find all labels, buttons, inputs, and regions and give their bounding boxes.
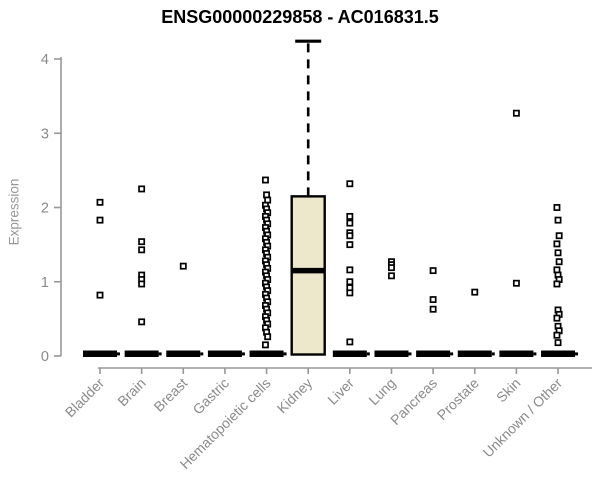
scatter-point [429,296,437,304]
scatter-point [555,258,563,266]
category-label: Brain [114,375,148,409]
zero-bar [332,350,367,357]
scatter-point [555,232,563,240]
scatter-point [346,241,354,249]
scatter-point [346,289,354,297]
zero-bar-median-nub [366,352,370,356]
scatter-point [346,180,354,188]
zero-bar [416,350,451,357]
scatter-point [138,246,146,254]
scatter-point [553,204,561,211]
scatter-point [346,212,354,220]
scatter-point [262,341,269,349]
zero-bar [166,350,201,357]
scatter-point [429,305,437,313]
scatter-point [388,264,395,272]
category-label: Lung [365,375,398,408]
scatter-point [138,185,146,193]
category-label: Skin [493,375,524,406]
zero-bar-median-nub [200,352,204,356]
zero-bar [124,350,159,357]
category-label: Kidney [274,375,316,417]
zero-bar [83,350,117,357]
y-tick-label: 0 [41,349,49,365]
zero-bar-median-nub [283,352,287,356]
scatter-point [346,278,354,286]
zero-bar [249,350,284,357]
scatter-point [96,291,104,299]
category-label: Prostate [434,375,482,423]
scatter-point [512,109,520,117]
zero-bar [457,350,492,357]
scatter-point [346,266,354,274]
y-tick-label: 4 [41,52,49,68]
scatter-point [264,333,272,341]
zero-bar-median-nub [117,352,120,356]
zero-bar-median-nub [408,352,412,356]
zero-bar-median-nub [158,352,162,356]
scatter-point [179,262,187,270]
zero-bar-median-nub [533,352,537,356]
zero-bar-median-nub [241,352,245,356]
scatter-point [346,338,354,346]
scatter-point [138,238,146,246]
zero-bar-median-nub [575,352,579,356]
zero-bar [374,350,409,357]
zero-bar [541,350,576,357]
zero-bar-median-nub [491,352,495,356]
category-label: Bladder [62,375,108,421]
scatter-point [554,249,562,257]
category-label: Liver [324,375,357,408]
scatter-point [138,280,146,288]
y-tick-label: 3 [41,126,49,142]
scatter-point [554,339,562,347]
scatter-point [138,318,146,326]
scatter-point [388,272,395,280]
scatter-point [96,198,104,206]
scatter-point [96,216,104,224]
scatter-point [429,267,437,275]
scatter-point [512,279,520,287]
y-tick-label: 1 [41,275,49,291]
scatter-point [471,288,479,296]
scatter-point [553,314,561,322]
box-rect [290,195,326,356]
zero-bar [499,350,534,357]
scatter-point [346,219,354,227]
scatter-point [553,280,561,288]
scatter-point [262,176,269,184]
scatter-point [553,331,561,339]
y-tick-label: 2 [41,201,49,217]
scatter-point [554,216,562,224]
chart-title: ENSG00000229858 - AC016831.5 [161,7,439,27]
scatter-point [346,232,354,240]
scatter-point [553,240,561,248]
category-label: Breast [150,375,190,415]
zero-bar-median-nub [450,352,454,356]
category-label: Unknown / Other [480,375,566,461]
zero-bar [207,350,242,357]
